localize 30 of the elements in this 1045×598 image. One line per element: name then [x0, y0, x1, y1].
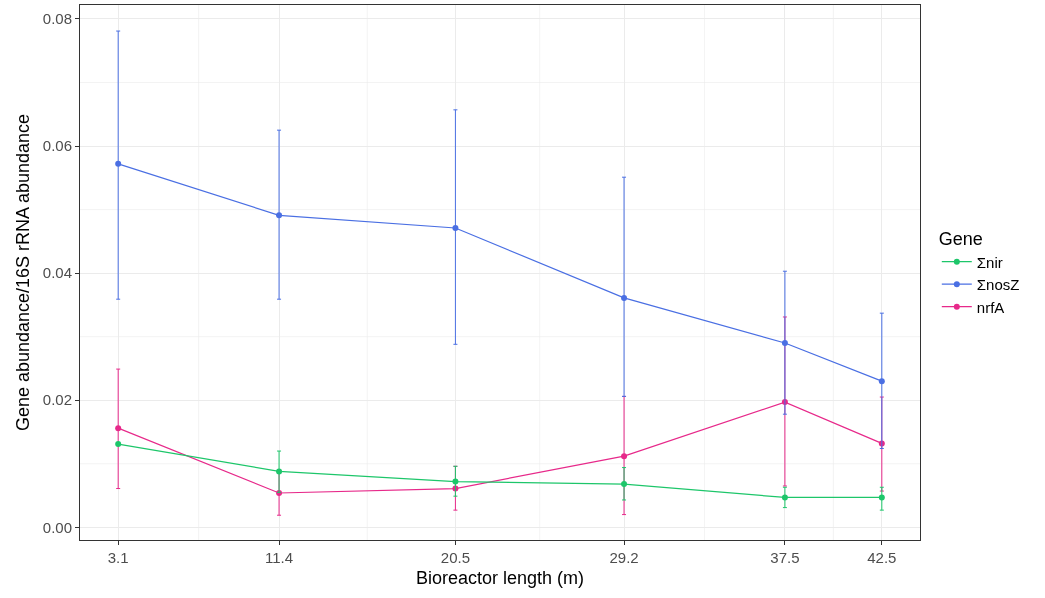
y-tick-label: 0.02 [42, 391, 72, 409]
y-axis-title: Gene abundance/16S rRNA abundance [13, 113, 33, 432]
legend-label: Σnir [976, 253, 1003, 271]
x-tick-label: 3.1 [107, 549, 129, 566]
point [781, 494, 788, 501]
x-axis-title: Bioreactor length (m) [415, 568, 585, 589]
legend-label: nrfA [976, 298, 1005, 316]
y-tick-label: 0.04 [42, 264, 72, 282]
point [276, 212, 283, 219]
point [452, 478, 459, 485]
point [621, 453, 628, 460]
x-tick-label: 37.5 [770, 549, 800, 566]
legend-label: ΣnosZ [976, 276, 1020, 293]
x-tick-label: 20.5 [440, 549, 471, 566]
y-tick-label: 0.00 [42, 518, 72, 536]
point [781, 340, 788, 347]
legend-title: Gene [938, 229, 983, 250]
point [115, 425, 122, 432]
x-tick-label: 42.5 [867, 549, 897, 566]
point [878, 494, 885, 501]
y-tick-label: 0.08 [42, 10, 72, 28]
point [621, 481, 628, 488]
point [276, 468, 283, 475]
point [878, 378, 885, 385]
point [621, 294, 628, 301]
x-tick-label: 29.2 [609, 549, 639, 566]
point [115, 160, 122, 167]
y-tick-label: 0.06 [42, 137, 72, 155]
point [452, 225, 459, 232]
x-tick-label: 11.4 [265, 549, 294, 566]
